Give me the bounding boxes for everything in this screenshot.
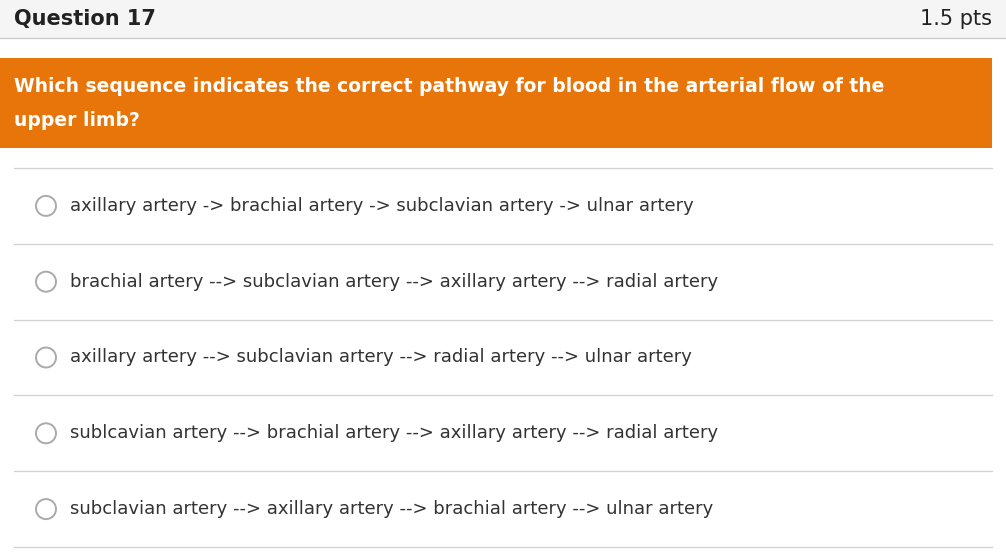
FancyBboxPatch shape <box>0 0 1006 38</box>
Text: axillary artery -> brachial artery -> subclavian artery -> ulnar artery: axillary artery -> brachial artery -> su… <box>70 197 694 215</box>
Text: brachial artery --> subclavian artery --> axillary artery --> radial artery: brachial artery --> subclavian artery --… <box>70 273 718 291</box>
Text: axillary artery --> subclavian artery --> radial artery --> ulnar artery: axillary artery --> subclavian artery --… <box>70 349 692 367</box>
Text: subclavian artery --> axillary artery --> brachial artery --> ulnar artery: subclavian artery --> axillary artery --… <box>70 500 713 518</box>
FancyBboxPatch shape <box>0 58 992 148</box>
Text: sublcavian artery --> brachial artery --> axillary artery --> radial artery: sublcavian artery --> brachial artery --… <box>70 424 718 442</box>
Text: Question 17: Question 17 <box>14 9 156 29</box>
FancyBboxPatch shape <box>0 38 1006 557</box>
Text: 1.5 pts: 1.5 pts <box>920 9 992 29</box>
Text: Which sequence indicates the correct pathway for blood in the arterial flow of t: Which sequence indicates the correct pat… <box>14 76 884 95</box>
Text: upper limb?: upper limb? <box>14 110 140 129</box>
